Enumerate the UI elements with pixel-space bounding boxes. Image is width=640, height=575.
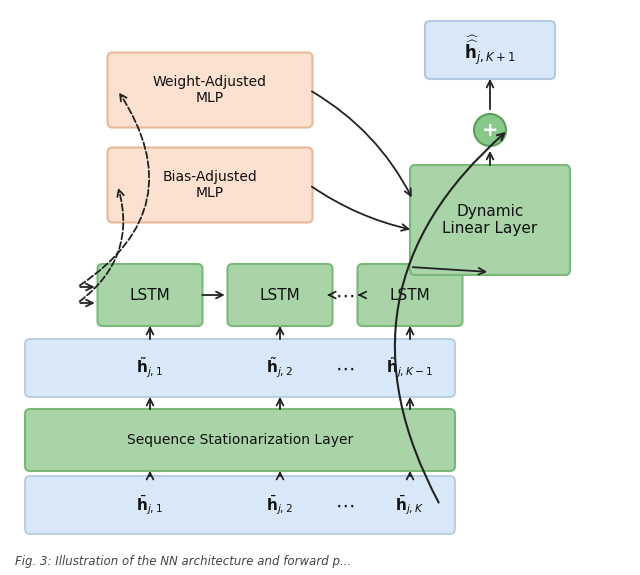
- FancyArrowPatch shape: [312, 186, 408, 231]
- FancyBboxPatch shape: [358, 264, 463, 326]
- Text: LSTM: LSTM: [260, 288, 300, 302]
- FancyBboxPatch shape: [97, 264, 202, 326]
- FancyBboxPatch shape: [25, 339, 455, 397]
- Text: Weight-Adjusted
MLP: Weight-Adjusted MLP: [153, 75, 267, 105]
- Text: $\widehat{\widehat{\mathbf{h}}}_{j,K+1}$: $\widehat{\widehat{\mathbf{h}}}_{j,K+1}$: [464, 33, 516, 67]
- FancyArrowPatch shape: [312, 91, 411, 196]
- Text: $\cdots$: $\cdots$: [335, 358, 355, 378]
- Text: Fig. 3: Illustration of the NN architecture and forward p...: Fig. 3: Illustration of the NN architect…: [15, 555, 351, 569]
- FancyArrowPatch shape: [395, 133, 504, 503]
- Text: $\cdots$: $\cdots$: [335, 286, 355, 305]
- FancyBboxPatch shape: [108, 52, 312, 128]
- FancyArrowPatch shape: [80, 190, 124, 301]
- Text: $\bar{\mathbf{h}}_{j,1}$: $\bar{\mathbf{h}}_{j,1}$: [136, 493, 164, 517]
- Circle shape: [474, 114, 506, 146]
- Text: LSTM: LSTM: [390, 288, 430, 302]
- Text: +: +: [482, 121, 499, 140]
- FancyBboxPatch shape: [410, 165, 570, 275]
- FancyBboxPatch shape: [25, 409, 455, 471]
- Text: Dynamic
Linear Layer: Dynamic Linear Layer: [442, 204, 538, 236]
- FancyBboxPatch shape: [25, 476, 455, 534]
- FancyArrowPatch shape: [80, 94, 149, 285]
- FancyBboxPatch shape: [108, 148, 312, 223]
- Text: $\cdots$: $\cdots$: [335, 496, 355, 515]
- Text: $\bar{\mathbf{h}}_{j,2}$: $\bar{\mathbf{h}}_{j,2}$: [266, 493, 294, 517]
- Text: Bias-Adjusted
MLP: Bias-Adjusted MLP: [163, 170, 257, 200]
- Text: $\bar{\mathbf{h}}_{j,K}$: $\bar{\mathbf{h}}_{j,K}$: [396, 493, 424, 517]
- Text: $\tilde{\mathbf{h}}_{j,K-1}$: $\tilde{\mathbf{h}}_{j,K-1}$: [387, 356, 434, 380]
- Text: LSTM: LSTM: [130, 288, 170, 302]
- Text: $\tilde{\mathbf{h}}_{j,1}$: $\tilde{\mathbf{h}}_{j,1}$: [136, 356, 164, 380]
- FancyBboxPatch shape: [227, 264, 333, 326]
- Text: $\tilde{\mathbf{h}}_{j,2}$: $\tilde{\mathbf{h}}_{j,2}$: [266, 356, 294, 380]
- FancyBboxPatch shape: [425, 21, 555, 79]
- Text: Sequence Stationarization Layer: Sequence Stationarization Layer: [127, 433, 353, 447]
